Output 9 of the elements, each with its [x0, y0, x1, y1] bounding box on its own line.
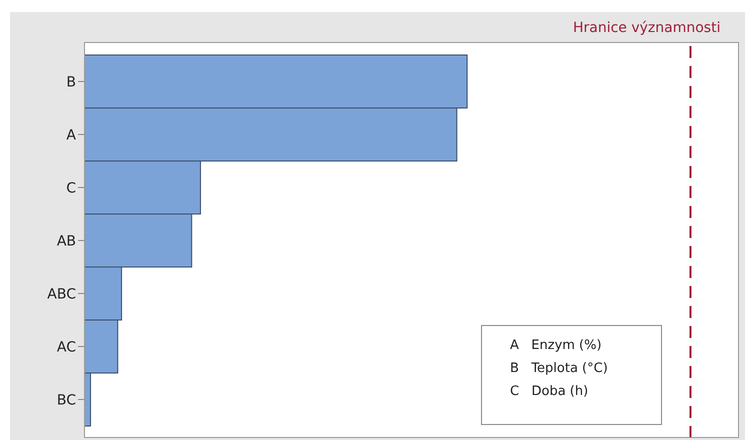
y-tick-label: BC: [56, 392, 76, 408]
note-box: A Enzym (%) B Teplota (°C) C Doba (h): [481, 325, 662, 425]
y-tick-label: AB: [56, 233, 76, 250]
y-tick-label: A: [66, 127, 76, 144]
y-tick-label: B: [66, 74, 76, 90]
y-tick-label: AC: [56, 339, 76, 356]
ref-line-label: Hranice významnosti: [572, 20, 720, 36]
y-tick-label: C: [66, 180, 76, 196]
y-tick-label: ABC: [47, 286, 76, 302]
